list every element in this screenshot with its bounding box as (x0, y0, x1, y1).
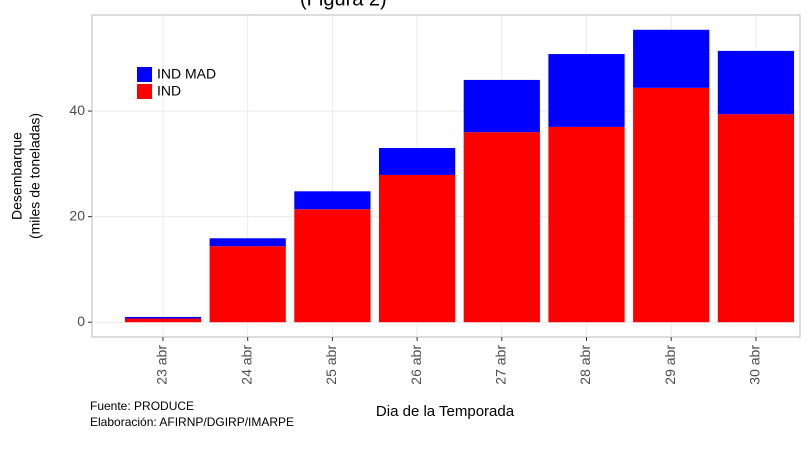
bar-segment (717, 50, 795, 115)
legend-label: IND (157, 83, 181, 99)
x-tick-label: 29 abr (662, 345, 678, 385)
legend-swatch (137, 67, 152, 82)
bar-segment (294, 209, 371, 323)
x-tick-label: 27 abr (493, 345, 509, 385)
x-axis-title: Dia de la Temporada (376, 403, 515, 420)
bar-segment (294, 191, 371, 210)
bar-segment (463, 132, 540, 323)
y-tick-label: 0 (77, 313, 85, 329)
x-tick-label: 26 abr (408, 345, 424, 385)
bar-segment (548, 126, 625, 323)
x-tick-label: 30 abr (747, 345, 763, 385)
source-note: Elaboración: AFIRNP/DGIRP/IMARPE (90, 415, 294, 429)
legend-label: IND MAD (157, 66, 216, 82)
y-axis-title: (miles de toneladas) (27, 113, 43, 239)
bar-segment (378, 174, 456, 323)
bar-segment (209, 238, 286, 247)
y-tick-label: 20 (69, 207, 85, 223)
bar-segment (124, 316, 202, 319)
legend-swatch (137, 84, 152, 99)
chart-title: (Figura 2) (300, 0, 387, 10)
x-tick-label: 25 abr (323, 345, 339, 385)
bar-segment (633, 29, 710, 88)
bar-segment (717, 114, 795, 323)
y-axis-title: Desembarque (9, 132, 25, 220)
x-tick-label: 28 abr (577, 345, 593, 385)
source-note: Fuente: PRODUCE (90, 399, 194, 413)
x-tick-label: 24 abr (238, 345, 254, 385)
bar-segment (463, 79, 540, 133)
bar-segment (548, 54, 625, 127)
bar-segment (378, 148, 456, 175)
bar-segment (209, 246, 286, 323)
bar-segment (633, 87, 710, 323)
bar-segment (124, 318, 202, 323)
x-tick-label: 23 abr (154, 345, 170, 385)
y-tick-label: 40 (69, 102, 85, 118)
